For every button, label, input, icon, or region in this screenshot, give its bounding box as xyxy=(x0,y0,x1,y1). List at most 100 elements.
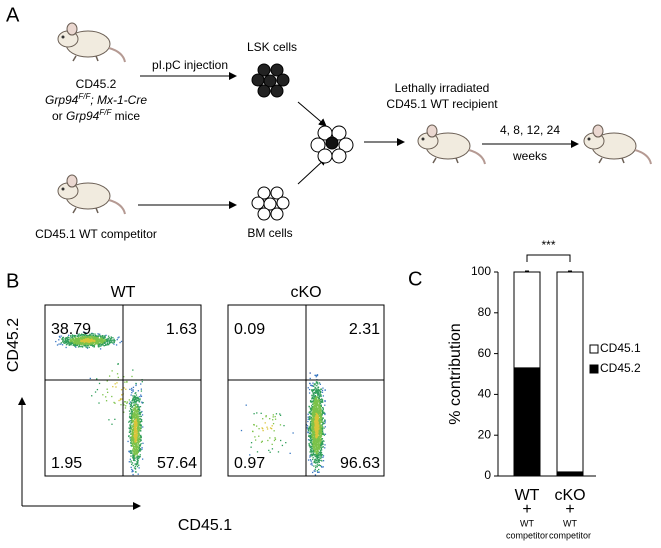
event-dot xyxy=(321,421,323,423)
quadrant-value: 1.63 xyxy=(166,321,197,338)
event-dot xyxy=(139,396,141,398)
event-dot xyxy=(137,442,140,445)
event-dot xyxy=(85,332,87,334)
event-dot xyxy=(324,420,326,422)
event-dot xyxy=(319,449,322,451)
event-dot xyxy=(90,342,92,344)
event-dot xyxy=(138,411,140,413)
event-dot xyxy=(313,399,315,401)
event-dot xyxy=(97,345,100,348)
event-dot xyxy=(319,436,321,438)
event-dot xyxy=(321,427,323,429)
event-dot xyxy=(313,449,315,452)
event-dot xyxy=(139,424,142,427)
event-dot xyxy=(131,443,134,445)
event-dot xyxy=(133,404,135,406)
event-dot xyxy=(322,412,324,414)
event-dot xyxy=(133,421,136,424)
event-dot xyxy=(315,453,318,455)
event-dot xyxy=(134,456,136,458)
event-dot xyxy=(133,400,136,403)
event-dot xyxy=(318,427,320,429)
event-dot xyxy=(138,429,140,432)
event-dot xyxy=(308,392,311,394)
event-dot xyxy=(88,344,90,346)
event-dot xyxy=(142,401,144,404)
event-dot xyxy=(134,392,136,395)
event-dot xyxy=(312,452,315,454)
event-dot xyxy=(125,405,127,407)
event-dot xyxy=(133,436,135,439)
event-dot xyxy=(139,435,141,437)
quadrant-value: 96.63 xyxy=(340,455,380,472)
event-dot xyxy=(130,450,132,453)
event-dot xyxy=(135,463,137,465)
event-dot xyxy=(133,436,135,438)
y-tick-label: 0 xyxy=(484,468,491,482)
event-dot xyxy=(316,454,319,456)
event-dot xyxy=(317,439,319,442)
event-dot xyxy=(134,439,137,441)
event-dot xyxy=(319,443,321,445)
event-dot xyxy=(308,444,311,446)
event-dot xyxy=(324,444,326,446)
event-dot xyxy=(86,341,88,343)
panel-label: C xyxy=(408,268,422,290)
event-dot xyxy=(317,407,319,409)
event-dot xyxy=(68,344,70,346)
event-dot xyxy=(129,450,132,452)
event-dot xyxy=(272,422,275,425)
event-dot xyxy=(313,433,315,436)
event-dot xyxy=(136,431,138,433)
event-dot xyxy=(117,337,119,339)
event-dot xyxy=(141,381,143,383)
event-dot xyxy=(309,401,312,403)
event-dot xyxy=(133,413,135,415)
event-dot xyxy=(316,452,319,454)
event-dot xyxy=(135,419,137,421)
event-dot xyxy=(323,411,325,414)
event-dot xyxy=(316,384,318,387)
event-dot xyxy=(310,433,312,435)
event-dot xyxy=(93,341,95,344)
bar-segment xyxy=(513,367,541,477)
event-dot xyxy=(133,400,136,402)
event-dot xyxy=(313,446,316,448)
event-dot xyxy=(60,343,62,345)
event-dot xyxy=(316,464,319,466)
event-dot xyxy=(84,342,86,344)
event-dot xyxy=(139,417,141,420)
event-dot xyxy=(320,409,322,411)
event-dot xyxy=(292,432,294,434)
event-dot xyxy=(137,426,139,428)
event-dot xyxy=(319,405,321,407)
event-dot xyxy=(74,345,76,347)
event-dot xyxy=(89,334,92,336)
event-dot xyxy=(112,340,114,342)
event-dot xyxy=(314,455,316,458)
event-dot xyxy=(319,392,321,394)
event-dot xyxy=(109,341,112,344)
event-dot xyxy=(311,391,314,393)
event-dot xyxy=(80,345,82,348)
event-dot xyxy=(314,413,316,416)
event-dot xyxy=(322,440,324,442)
event-dot xyxy=(93,346,95,348)
event-dot xyxy=(313,412,315,414)
event-dot xyxy=(99,339,101,341)
event-dot xyxy=(308,445,311,447)
event-dot xyxy=(320,453,322,456)
event-dot xyxy=(313,460,315,463)
event-dot xyxy=(320,404,322,406)
event-dot xyxy=(131,406,134,408)
event-dot xyxy=(101,337,103,339)
arrow-label: pI.pC injection xyxy=(152,58,228,72)
event-dot xyxy=(307,420,309,423)
event-dot xyxy=(315,447,317,449)
event-dot xyxy=(75,344,77,347)
event-dot xyxy=(138,407,140,409)
event-dot xyxy=(131,428,133,431)
event-dot xyxy=(319,432,321,434)
event-dot xyxy=(83,337,86,340)
event-dot xyxy=(312,410,314,412)
